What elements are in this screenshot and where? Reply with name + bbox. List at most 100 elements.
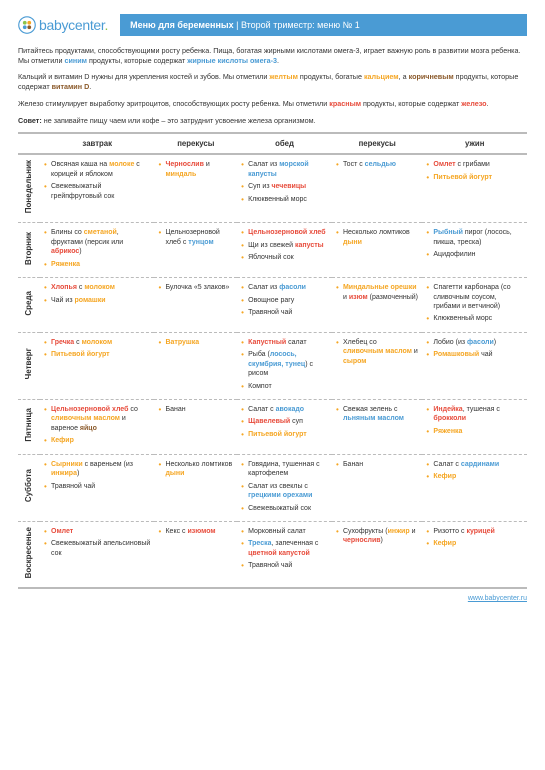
meal-cell: Цельнозерновой хлеб со сливочным маслом … <box>40 400 154 455</box>
meal-item: Спагетти карбонара (со сливочным соусом,… <box>426 283 523 311</box>
meal-item: Щи из свежей капусты <box>241 241 328 250</box>
meal-item: Говядина, тушенная с картофелем <box>241 460 328 479</box>
meal-item: Цельнозерновой хлеб со сливочным маслом … <box>44 405 150 433</box>
meal-item: Ацидофилин <box>426 250 523 259</box>
day-label: Суббота <box>18 454 40 521</box>
meal-cell: Миндальные орешки и изюм (размоченный) <box>332 278 422 333</box>
meal-item: Ряженка <box>426 427 523 436</box>
day-label: Среда <box>18 278 40 333</box>
meal-item: Несколько ломтиков дыни <box>336 228 418 247</box>
col-h: ужин <box>422 133 527 154</box>
meal-item: Хлебец со сливочным маслом и сыром <box>336 338 418 366</box>
meal-cell: Булочка «5 злаков» <box>154 278 237 333</box>
logo-text: babycenter. <box>39 17 108 33</box>
meal-item: Свежая зелень с льняным маслом <box>336 405 418 424</box>
meal-cell: Ризотто с курицей Кефир <box>422 521 527 588</box>
meal-item: Овсяная каша на молоке с корицей и яблок… <box>44 160 150 179</box>
meal-cell: Говядина, тушенная с картофелемСалат из … <box>237 454 332 521</box>
meal-cell: Рыбный пирог (лосось, пикша, треска) Ацид… <box>422 223 527 278</box>
meal-item: Морковный салат <box>241 527 328 536</box>
meal-item: Травяной чай <box>241 561 328 570</box>
meal-item: Кефир <box>426 539 523 548</box>
meal-item: Свежевыжатый сок <box>241 504 328 513</box>
meal-cell: Сухофрукты (инжир и чернослив) <box>332 521 422 588</box>
meal-cell: Салат из морской капустыСуп из чечевицыК… <box>237 154 332 223</box>
meal-cell: Несколько ломтиков дыни <box>154 454 237 521</box>
meal-item: Омлет <box>44 527 150 536</box>
meal-cell: Гречка с молоком Питьевой йогурт <box>40 332 154 399</box>
meal-cell: Морковный салат Треска, запеченная с цвет… <box>237 521 332 588</box>
meal-item: Рыбный пирог (лосось, пикша, треска) <box>426 228 523 247</box>
meal-item: Суп из чечевицы <box>241 182 328 191</box>
meal-item: Ризотто с курицей <box>426 527 523 536</box>
meal-cell: Банан <box>154 400 237 455</box>
day-label: Пятница <box>18 400 40 455</box>
day-label: Четверг <box>18 332 40 399</box>
intro-p3: Железо стимулирует выработку эритроцитов… <box>18 99 527 109</box>
meal-item: Питьевой йогурт <box>44 350 150 359</box>
meal-item: Салат из морской капусты <box>241 160 328 179</box>
intro-p2: Кальций и витамин D нужны для укрепления… <box>18 72 527 91</box>
meal-item: Салат из фасоли <box>241 283 328 292</box>
meal-item: Компот <box>241 382 328 391</box>
meal-item: Треска, запеченная с цветной капустой <box>241 539 328 558</box>
meal-item: Салат с авокадо <box>241 405 328 414</box>
meal-cell: Цельнозерновой хлеб с тунцом <box>154 223 237 278</box>
meal-item: Чай из ромашки <box>44 296 150 305</box>
meal-item: Салат с сардинами <box>426 460 523 469</box>
meal-cell: Свежая зелень с льняным маслом <box>332 400 422 455</box>
intro-tip: Совет: не запивайте пищу чаем или кофе –… <box>18 116 527 126</box>
meal-cell: Омлет с грибамиПитьевой йогурт <box>422 154 527 223</box>
meal-cell: Салат с сардинамиКефир <box>422 454 527 521</box>
meal-cell: Омлет Свежевыжатый апельсиновый сок <box>40 521 154 588</box>
meal-cell: Индейка, тушеная с брокколи Ряженка <box>422 400 527 455</box>
col-h: перекусы <box>332 133 422 154</box>
meal-cell: Сырники с вареньем (из инжира) Травяной ч… <box>40 454 154 521</box>
meal-item: Ряженка <box>44 260 150 269</box>
logo-icon <box>18 16 36 34</box>
col-h: завтрак <box>40 133 154 154</box>
meal-item: Травяной чай <box>44 482 150 491</box>
meal-cell: Тост с сельдью <box>332 154 422 223</box>
meal-item: Банан <box>158 405 233 414</box>
meal-item: Свежевыжатый апельсиновый сок <box>44 539 150 558</box>
meal-cell: Хлебец со сливочным маслом и сыром <box>332 332 422 399</box>
meal-cell: Салат из фасолиОвощное рагуТравяной чай <box>237 278 332 333</box>
day-label: Вторник <box>18 223 40 278</box>
header: babycenter. Меню для беременных | Второй… <box>18 14 527 36</box>
meal-item: Ромашковый чай <box>426 350 523 359</box>
meal-item: Лобио (из фасоли) <box>426 338 523 347</box>
meal-cell: Салат с авокадо Щавелевый суп Питьевой йог… <box>237 400 332 455</box>
meal-item: Овощное рагу <box>241 296 328 305</box>
col-day <box>18 133 40 154</box>
meal-cell: Капустный салатРыба (лосось, скумбрия, т… <box>237 332 332 399</box>
meal-item: Питьевой йогурт <box>241 430 328 439</box>
meal-cell: Цельнозерновой хлебЩи из свежей капустыЯ… <box>237 223 332 278</box>
meal-item: Несколько ломтиков дыни <box>158 460 233 479</box>
meal-item: Сухофрукты (инжир и чернослив) <box>336 527 418 546</box>
meal-cell: Чернослив и миндаль <box>154 154 237 223</box>
meal-cell: Ватрушка <box>154 332 237 399</box>
meal-item: Банан <box>336 460 418 469</box>
meal-cell: Хлопья с молокомЧай из ромашки <box>40 278 154 333</box>
meal-item: Гречка с молоком <box>44 338 150 347</box>
meal-item: Миндальные орешки и изюм (размоченный) <box>336 283 418 302</box>
intro-text: Питайтесь продуктами, способствующими ро… <box>18 46 527 125</box>
meal-cell: Блины со сметаной, фруктами (персик или … <box>40 223 154 278</box>
meal-item: Щавелевый суп <box>241 417 328 426</box>
title-bar: Меню для беременных | Второй триместр: м… <box>120 14 527 36</box>
meal-item: Сырники с вареньем (из инжира) <box>44 460 150 479</box>
footer-link[interactable]: www.babycenter.ru <box>468 595 527 602</box>
meal-item: Тост с сельдью <box>336 160 418 169</box>
meal-item: Ватрушка <box>158 338 233 347</box>
meal-cell: Несколько ломтиков дыни <box>332 223 422 278</box>
day-label: Понедельник <box>18 154 40 223</box>
meal-item: Питьевой йогурт <box>426 173 523 182</box>
meal-item: Клюквенный морс <box>426 314 523 323</box>
meal-item: Чернослив и миндаль <box>158 160 233 179</box>
menu-table: завтрак перекусы обед перекусы ужин Поне… <box>18 132 527 589</box>
meal-item: Цельнозерновой хлеб <box>241 228 328 237</box>
meal-item: Цельнозерновой хлеб с тунцом <box>158 228 233 247</box>
meal-item: Индейка, тушеная с брокколи <box>426 405 523 424</box>
meal-item: Свежевыжатый грейпфрутовый сок <box>44 182 150 201</box>
